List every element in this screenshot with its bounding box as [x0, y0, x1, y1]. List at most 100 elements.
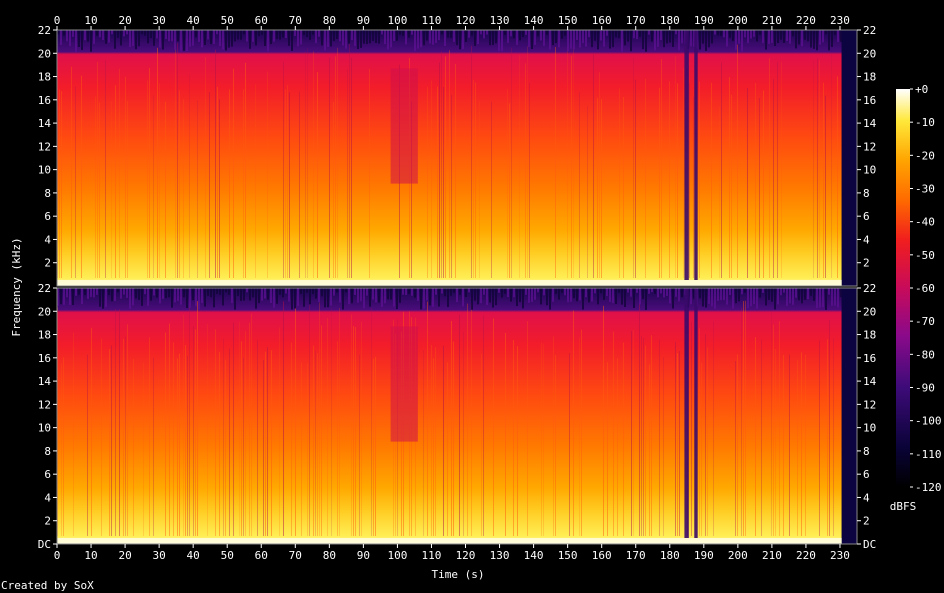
texture-streak [347, 69, 348, 278]
x-tick-label-bottom: 10 [84, 549, 97, 562]
noise-speckle [69, 30, 71, 47]
noise-speckle [459, 30, 461, 50]
texture-streak [763, 90, 764, 278]
noise-speckle [681, 30, 683, 44]
spectrogram-panels [56, 29, 858, 545]
noise-speckle [57, 288, 59, 306]
noise-speckle [777, 30, 779, 43]
noise-speckle [441, 30, 443, 35]
noise-speckle [66, 30, 68, 42]
texture-streak [825, 95, 826, 278]
texture-streak [359, 354, 360, 536]
y-tick-label-right: 2 [863, 515, 870, 528]
noise-speckle [183, 30, 185, 51]
noise-speckle [708, 30, 710, 48]
noise-speckle [510, 30, 512, 37]
noise-speckle [522, 30, 524, 38]
texture-streak [599, 72, 600, 278]
noise-speckle [351, 288, 353, 304]
y-tick-label-left: 2 [44, 515, 51, 528]
noise-speckle [141, 30, 143, 35]
texture-streak [81, 75, 82, 278]
y-tick-label-left: 16 [38, 352, 51, 365]
silence-tail [841, 30, 857, 286]
noise-speckle [633, 288, 635, 308]
noise-speckle [606, 30, 608, 36]
noise-speckle [306, 288, 308, 293]
noise-speckle [372, 30, 374, 41]
noise-speckle [672, 30, 674, 47]
noise-speckle [174, 288, 176, 303]
noise-speckle [636, 288, 638, 293]
texture-streak [663, 357, 664, 536]
noise-speckle [558, 288, 560, 300]
panel-frame [56, 287, 858, 545]
noise-speckle [255, 288, 257, 309]
noise-speckle [321, 30, 323, 46]
texture-streak [207, 323, 208, 536]
x-axis-top: 0 10 20 30 40 50 60 70 80 90 100 110 120 130 140 150 160… [54, 14, 850, 30]
texture-streak [603, 305, 604, 536]
texture-streak [265, 351, 266, 536]
noise-speckle [786, 30, 788, 41]
x-tick-label-bottom: 50 [221, 549, 234, 562]
texture-streak [149, 67, 150, 278]
x-tick-label-top: 200 [728, 14, 748, 27]
texture-streak [527, 46, 528, 279]
texture-streak [573, 46, 574, 278]
noise-speckle [408, 288, 410, 294]
noise-speckle [318, 288, 320, 303]
noise-speckle [744, 30, 746, 38]
noise-speckle [774, 30, 776, 46]
noise-speckle [588, 288, 590, 303]
noise-speckle [507, 30, 509, 44]
texture-streak [195, 329, 196, 536]
texture-streak [193, 326, 194, 536]
spectrogram-channel-1 [56, 29, 858, 287]
texture-streak [267, 71, 268, 279]
noise-speckle [741, 30, 743, 52]
noise-speckle [366, 288, 368, 296]
noise-speckle [393, 30, 395, 41]
texture-streak [169, 323, 170, 536]
texture-streak [423, 350, 424, 536]
texture-streak [659, 339, 660, 536]
quiet-region [390, 68, 418, 184]
y-tick-label-left: DC [38, 538, 51, 551]
noise-speckle [348, 30, 350, 44]
noise-speckle [231, 30, 233, 47]
noise-speckle [354, 30, 356, 46]
dropout-band [694, 30, 698, 280]
x-tick-label-bottom: 30 [153, 549, 166, 562]
noise-speckle [576, 30, 578, 40]
noise-speckle [804, 30, 806, 40]
noise-speckle [258, 30, 260, 37]
noise-speckle [138, 288, 140, 300]
noise-speckle [528, 30, 530, 48]
texture-streak [197, 301, 198, 536]
noise-speckle [747, 30, 749, 44]
y-tick-label-right: 8 [863, 187, 870, 200]
noise-speckle [567, 288, 569, 303]
noise-speckle [528, 288, 530, 303]
texture-streak [569, 353, 570, 536]
noise-speckle [666, 288, 668, 296]
x-tick-label-bottom: 210 [762, 549, 782, 562]
texture-streak [267, 347, 268, 536]
texture-streak [319, 302, 320, 536]
y-tick-label-right: 12 [863, 140, 876, 153]
texture-streak [447, 362, 448, 536]
texture-streak [779, 321, 780, 536]
noise-speckle [129, 30, 131, 47]
x-tick-label-top: 0 [54, 14, 61, 27]
texture-streak [651, 335, 652, 536]
noise-speckle [240, 288, 242, 301]
noise-speckle [321, 288, 323, 297]
noise-speckle [714, 30, 716, 35]
noise-speckle [822, 30, 824, 43]
texture-streak [205, 57, 206, 279]
texture-streak [223, 338, 224, 536]
noise-speckle [669, 30, 671, 43]
noise-speckle [366, 30, 368, 45]
noise-speckle [114, 288, 116, 301]
